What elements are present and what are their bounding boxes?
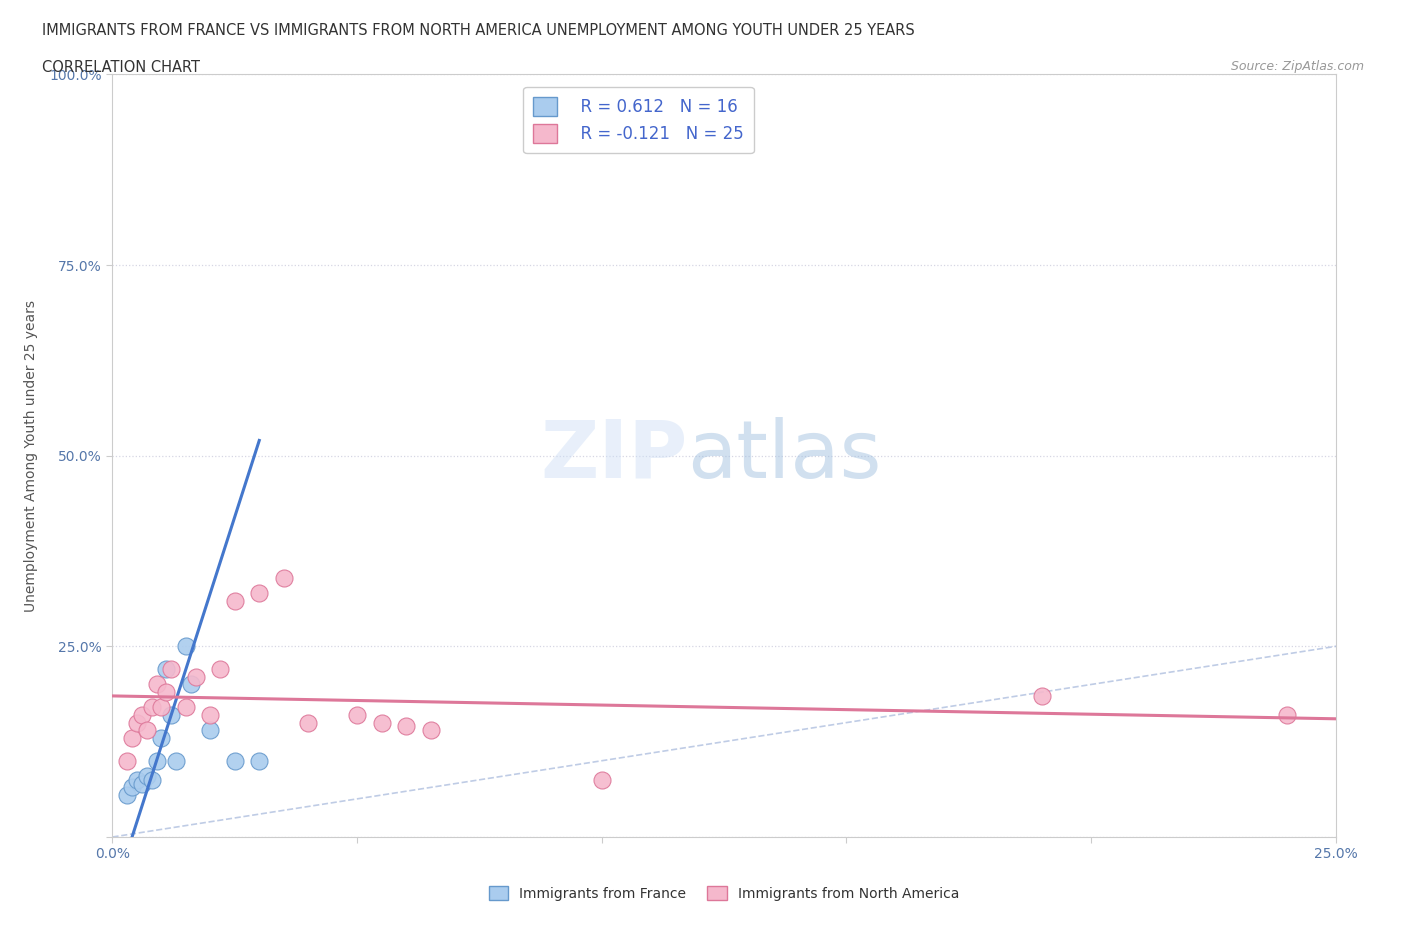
Point: [200, 723, 222, 737]
Point: [160, 662, 183, 677]
Point: [165, 753, 187, 768]
Point: [174, 639, 197, 654]
Point: [180, 677, 202, 692]
Point: [395, 719, 418, 734]
Point: [370, 715, 392, 730]
Point: [209, 662, 232, 677]
Text: Source: ZipAtlas.com: Source: ZipAtlas.com: [1230, 60, 1364, 73]
Point: [121, 780, 143, 795]
Point: [131, 708, 153, 723]
Point: [121, 730, 143, 745]
Point: [247, 586, 270, 601]
Point: [155, 662, 177, 677]
Point: [145, 677, 167, 692]
Point: [115, 788, 138, 803]
Point: [160, 708, 183, 723]
Point: [125, 715, 148, 730]
Point: [125, 772, 148, 787]
Point: [115, 753, 138, 768]
Point: [141, 772, 163, 787]
Text: CORRELATION CHART: CORRELATION CHART: [42, 60, 200, 75]
Point: [145, 753, 167, 768]
Point: [297, 715, 319, 730]
Point: [346, 708, 368, 723]
Point: [247, 753, 270, 768]
Text: atlas: atlas: [688, 417, 882, 495]
Y-axis label: Unemployment Among Youth under 25 years: Unemployment Among Youth under 25 years: [24, 299, 38, 612]
Point: [200, 708, 222, 723]
Point: [224, 753, 246, 768]
Point: [224, 593, 246, 608]
Point: [141, 700, 163, 715]
Point: [150, 700, 173, 715]
Point: [184, 670, 207, 684]
Point: [419, 723, 441, 737]
Text: IMMIGRANTS FROM FRANCE VS IMMIGRANTS FROM NORTH AMERICA UNEMPLOYMENT AMONG YOUTH: IMMIGRANTS FROM FRANCE VS IMMIGRANTS FRO…: [42, 23, 915, 38]
Point: [1275, 708, 1298, 723]
Point: [1031, 688, 1053, 703]
Point: [155, 684, 177, 699]
Point: [591, 772, 613, 787]
Legend: Immigrants from France, Immigrants from North America: Immigrants from France, Immigrants from …: [484, 881, 965, 907]
Point: [174, 700, 197, 715]
Text: ZIP: ZIP: [540, 417, 688, 495]
Point: [135, 768, 157, 783]
Point: [135, 723, 157, 737]
Point: [131, 777, 153, 791]
Point: [150, 730, 173, 745]
Point: [273, 570, 295, 585]
